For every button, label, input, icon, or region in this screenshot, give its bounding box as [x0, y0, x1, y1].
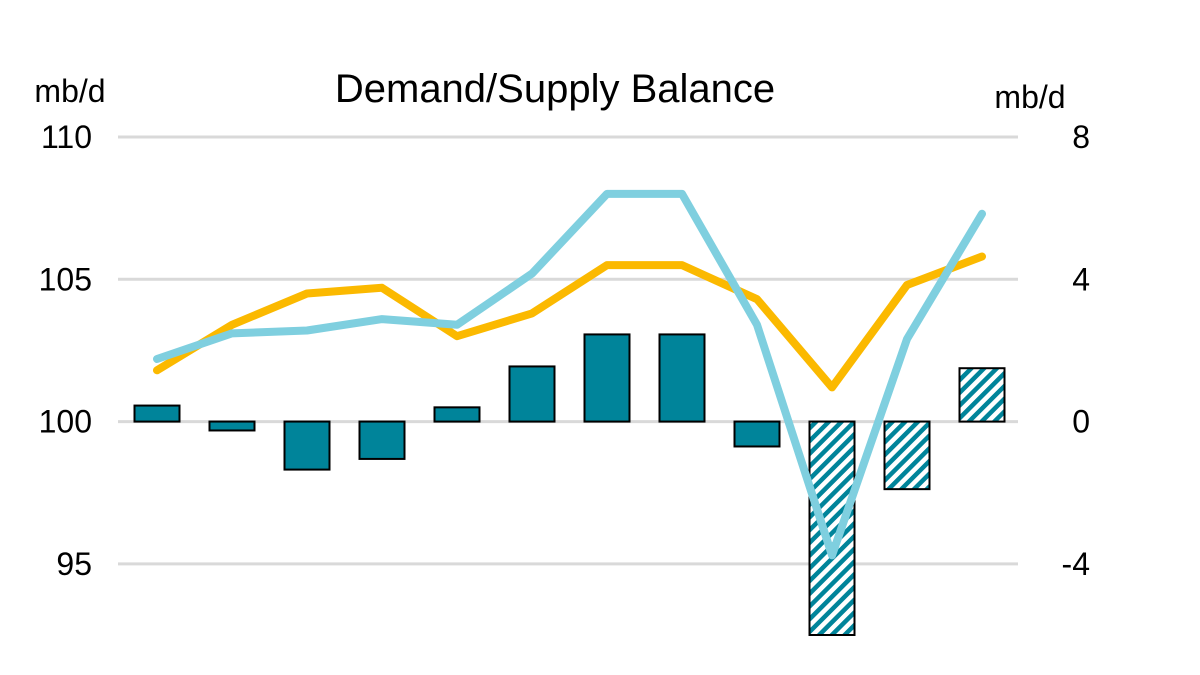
balance-bar [208, 420, 256, 432]
line-series [153, 189, 986, 560]
forecast-bar [958, 367, 1006, 423]
right-tick-label: -4 [1062, 546, 1090, 582]
balance-bar [583, 333, 631, 423]
balance-bar [733, 420, 781, 448]
right-tick-label: 0 [1072, 404, 1090, 440]
forecast-bar [808, 420, 856, 637]
bar-series [133, 333, 1006, 637]
left-tick-label: 95 [56, 546, 92, 582]
balance-bar [433, 406, 481, 423]
right-tick-label: 8 [1072, 119, 1090, 155]
right-tick-label: 4 [1072, 261, 1090, 297]
balance-bar [508, 365, 556, 423]
left-tick-label: 110 [41, 119, 92, 155]
line-series-orange [153, 252, 986, 392]
chart-title: Demand/Supply Balance [335, 67, 775, 111]
balance-bar [283, 420, 331, 471]
gridlines [118, 135, 1018, 566]
left-tick-label: 105 [39, 261, 92, 297]
forecast-bar [883, 420, 931, 491]
balance-bar [658, 333, 706, 423]
balance-bar [358, 420, 406, 460]
tick-labels: 95 100 105 110 -4 0 4 8 [39, 119, 1090, 582]
right-axis-unit: mb/d [994, 79, 1065, 115]
line-series-lightblue [153, 189, 986, 560]
balance-bar [133, 404, 181, 423]
left-tick-label: 100 [39, 404, 92, 440]
left-axis-unit: mb/d [34, 73, 105, 109]
